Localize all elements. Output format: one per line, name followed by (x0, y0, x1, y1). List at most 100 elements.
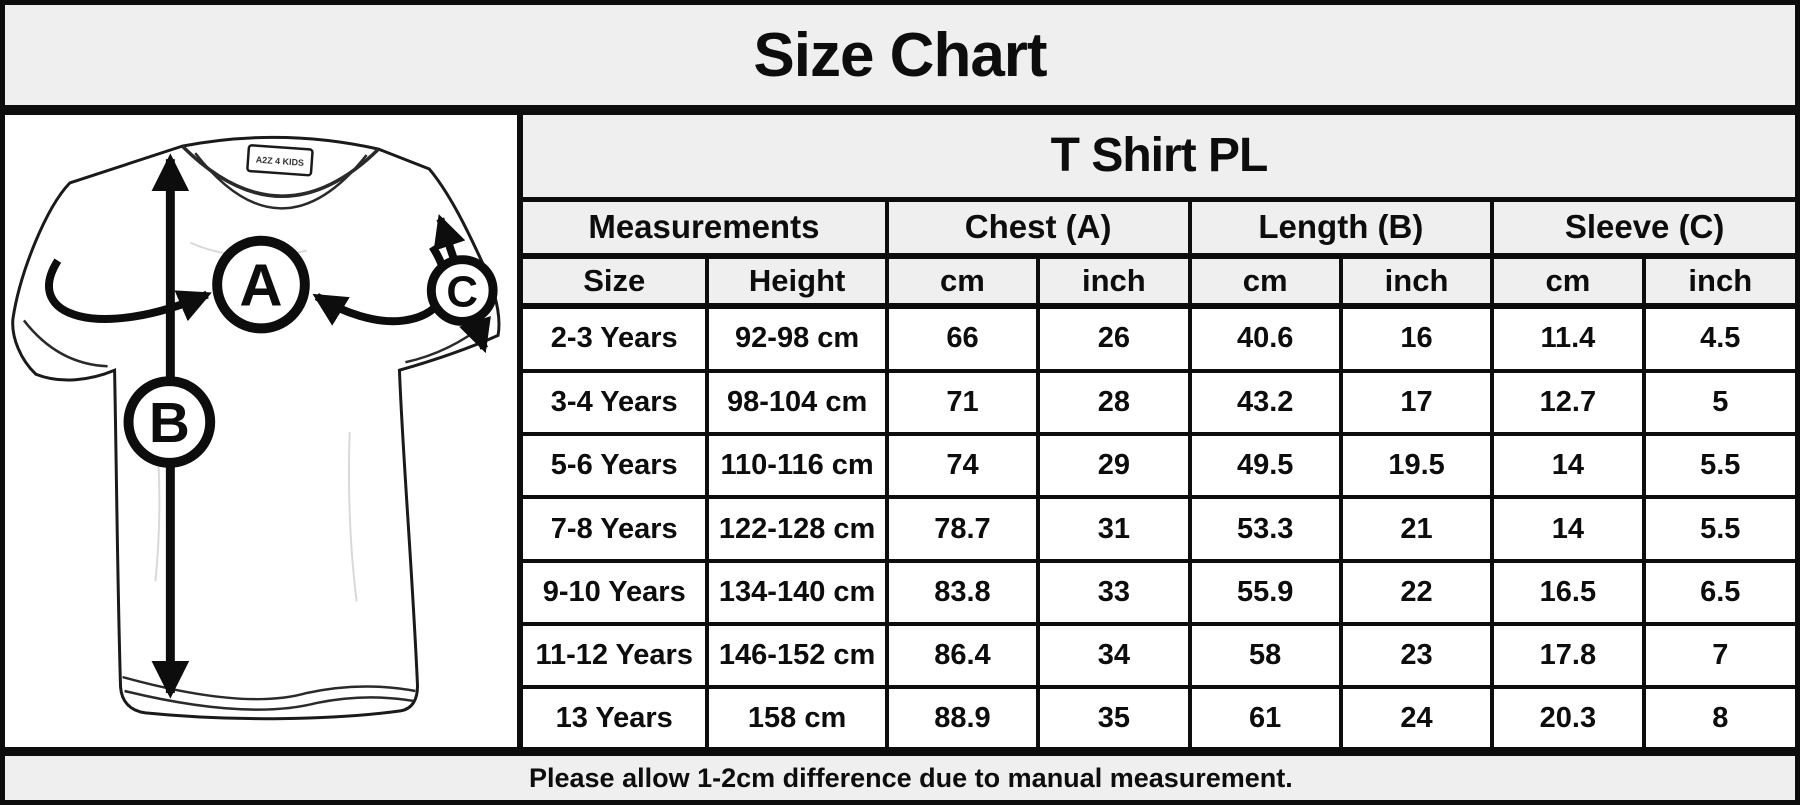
collar-inner-line (194, 152, 368, 210)
tshirt-diagram-panel: A2Z 4 KIDS A B C (5, 115, 523, 747)
value-cell: 34 (1036, 621, 1192, 690)
value-cell: 28 (1036, 368, 1192, 437)
table-title: T Shirt PL (523, 115, 1795, 202)
value-cell: 5.5 (1641, 432, 1795, 500)
table-row: 3-4 Years 98-104 cm 71 28 43.2 17 12.7 5 (523, 368, 1795, 437)
size-table-panel: T Shirt PL Measurements Chest (A) Length… (523, 115, 1795, 747)
value-cell: 49.5 (1187, 432, 1343, 500)
value-cell: 74 (884, 432, 1041, 500)
col-header-chest-cm: cm (884, 254, 1041, 309)
size-table-body: 2-3 Years 92-98 cm 66 26 40.6 16 11.4 4.5 3-4 Ye… (523, 304, 1795, 747)
value-cell: 35 (1036, 685, 1192, 747)
footer-bar: Please allow 1-2cm difference due to man… (5, 747, 1795, 800)
value-cell: 17 (1338, 368, 1495, 437)
main-content: A2Z 4 KIDS A B C (5, 115, 1795, 747)
title-bar: Size Chart (5, 5, 1795, 115)
col-header-height: Height (705, 254, 889, 309)
hem-seam (124, 689, 414, 711)
value-cell: 16 (1338, 304, 1495, 373)
size-cell: 3-4 Years (523, 368, 710, 437)
value-cell: 29 (1036, 432, 1192, 500)
value-cell: 78.7 (884, 495, 1041, 563)
value-cell: 158 cm (705, 685, 889, 747)
value-cell: 21 (1338, 495, 1495, 563)
value-cell: 66 (884, 304, 1041, 373)
group-header-chest: Chest (A) (884, 197, 1192, 259)
value-cell: 16.5 (1490, 558, 1646, 626)
value-cell: 14 (1490, 432, 1646, 500)
table-row: 9-10 Years 134-140 cm 83.8 33 55.9 22 16.5 6.5 (523, 558, 1795, 626)
chest-marker-circle (212, 235, 310, 334)
value-cell: 71 (884, 368, 1041, 437)
value-cell: 61 (1187, 685, 1343, 747)
value-cell: 6.5 (1641, 558, 1795, 626)
size-cell: 5-6 Years (523, 432, 710, 500)
chest-marker-letter: A (239, 251, 282, 318)
value-cell: 134-140 cm (705, 558, 889, 626)
value-cell: 92-98 cm (705, 304, 889, 373)
value-cell: 98-104 cm (705, 368, 889, 437)
group-header-length: Length (B) (1187, 197, 1495, 259)
value-cell: 19.5 (1338, 432, 1495, 500)
col-header-size: Size (523, 254, 710, 309)
fabric-wrinkle (347, 431, 358, 602)
table-row: 13 Years 158 cm 88.9 35 61 24 20.3 8 (523, 685, 1795, 747)
length-marker-letter: B (149, 392, 190, 455)
value-cell: 7 (1641, 621, 1795, 690)
value-cell: 55.9 (1187, 558, 1343, 626)
left-cuff-seam (22, 319, 108, 368)
value-cell: 11.4 (1490, 304, 1646, 373)
size-cell: 9-10 Years (523, 558, 710, 626)
page-title: Size Chart (753, 20, 1047, 90)
value-cell: 53.3 (1187, 495, 1343, 563)
brand-tag: A2Z 4 KIDS (246, 144, 314, 177)
brand-tag-text: A2Z 4 KIDS (255, 155, 304, 168)
measurement-note: Please allow 1-2cm difference due to man… (529, 762, 1293, 793)
tshirt-diagram: A2Z 4 KIDS A B C (11, 135, 501, 721)
sleeve-marker-circle (426, 255, 498, 326)
col-header-length-inch: inch (1338, 254, 1495, 309)
value-cell: 146-152 cm (705, 621, 889, 690)
value-cell: 43.2 (1187, 368, 1343, 437)
table-row: 2-3 Years 92-98 cm 66 26 40.6 16 11.4 4.5 (523, 304, 1795, 373)
group-header-sleeve: Sleeve (C) (1490, 197, 1795, 259)
value-cell: 31 (1036, 495, 1192, 563)
table-row: 5-6 Years 110-116 cm 74 29 49.5 19.5 14 5.5 (523, 432, 1795, 500)
value-cell: 23 (1338, 621, 1495, 690)
value-cell: 122-128 cm (705, 495, 889, 563)
value-cell: 26 (1036, 304, 1192, 373)
value-cell: 4.5 (1641, 304, 1795, 373)
value-cell: 110-116 cm (705, 432, 889, 500)
value-cell: 14 (1490, 495, 1646, 563)
value-cell: 88.9 (884, 685, 1041, 747)
size-cell: 11-12 Years (523, 621, 710, 690)
value-cell: 86.4 (884, 621, 1041, 690)
col-header-sleeve-inch: inch (1641, 254, 1795, 309)
size-table: T Shirt PL Measurements Chest (A) Length… (523, 115, 1795, 747)
col-header-length-cm: cm (1187, 254, 1343, 309)
value-cell: 5.5 (1641, 495, 1795, 563)
size-cell: 7-8 Years (523, 495, 710, 563)
value-cell: 33 (1036, 558, 1192, 626)
value-cell: 17.8 (1490, 621, 1646, 690)
value-cell: 24 (1338, 685, 1495, 747)
tshirt-outline (11, 135, 501, 721)
col-header-chest-inch: inch (1036, 254, 1192, 309)
size-cell: 13 Years (523, 685, 710, 747)
value-cell: 5 (1641, 368, 1795, 437)
value-cell: 58 (1187, 621, 1343, 690)
table-row: 7-8 Years 122-128 cm 78.7 31 53.3 21 14 5.5 (523, 495, 1795, 563)
value-cell: 22 (1338, 558, 1495, 626)
value-cell: 40.6 (1187, 304, 1343, 373)
chest-measure-arrow-left (45, 258, 212, 323)
table-row: 11-12 Years 146-152 cm 86.4 34 58 23 17.8 7 (523, 621, 1795, 690)
group-header-measurements: Measurements (523, 197, 889, 259)
length-marker-circle (123, 376, 216, 468)
value-cell: 12.7 (1490, 368, 1646, 437)
col-header-sleeve-cm: cm (1490, 254, 1646, 309)
value-cell: 8 (1641, 685, 1795, 747)
value-cell: 83.8 (884, 558, 1041, 626)
value-cell: 20.3 (1490, 685, 1646, 747)
sleeve-marker-letter: C (446, 267, 478, 316)
